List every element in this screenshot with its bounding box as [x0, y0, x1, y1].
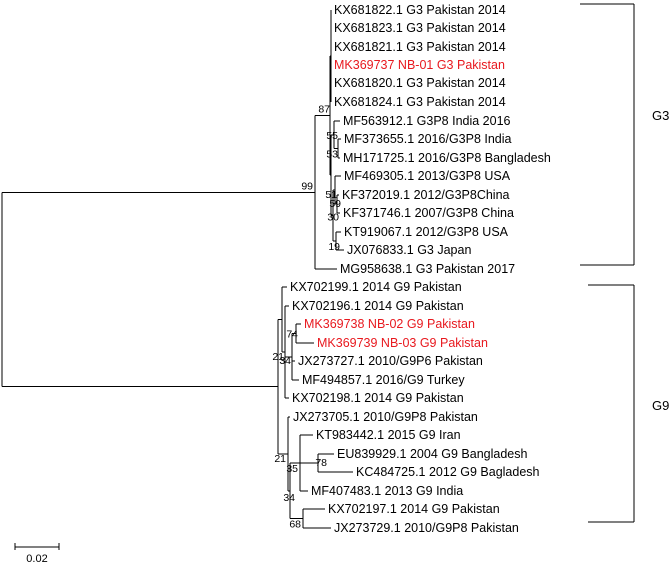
taxon-label: KX681821.1 G3 Pakistan 2014 [334, 40, 506, 54]
bootstrap-value: 34 [279, 355, 291, 367]
bootstrap-value: 99 [301, 180, 313, 192]
taxon-label: MF373655.1 2016/G3P8 India [344, 132, 512, 146]
taxon-label: KX681824.1 G3 Pakistan 2014 [334, 95, 506, 109]
taxon-label: KX681823.1 G3 Pakistan 2014 [334, 21, 506, 35]
taxon-label: KX702197.1 2014 G9 Pakistan [328, 502, 500, 516]
taxon-label: MK369739 NB-03 G9 Pakistan [317, 336, 488, 350]
scale-bar: 0.02 [14, 543, 60, 563]
bootstrap-value: 51 [325, 189, 337, 201]
bootstrap-value: 19 [328, 241, 340, 253]
scale-bar-label: 0.02 [26, 553, 47, 563]
taxon-label: MG958638.1 G3 Pakistan 2017 [340, 262, 515, 276]
taxon-label: MH171725.1 2016/G3P8 Bangladesh [343, 151, 551, 165]
bootstrap-value: 59 [329, 198, 341, 210]
taxon-label: KF372019.1 2012/G3P8China [342, 188, 510, 202]
taxon-label: KC484725.1 2012 G9 Bagladesh [356, 465, 540, 479]
bootstrap-value: 74 [286, 329, 298, 341]
taxon-label: MF563912.1 G3P8 India 2016 [343, 114, 511, 128]
bootstrap-value: 30 [327, 212, 339, 224]
bootstrap-value: 21 [272, 351, 284, 363]
taxon-label: MK369738 NB-02 G9 Pakistan [304, 317, 475, 331]
taxon-label: KX702199.1 2014 G9 Pakistan [290, 280, 462, 294]
tree-branches [1, 10, 353, 529]
clade-label: G9 [652, 398, 669, 413]
taxon-label: MF494857.1 2016/G9 Turkey [302, 373, 465, 387]
taxon-label: JX273705.1 2010/G9P8 Pakistan [293, 410, 478, 424]
taxon-label: MK369737 NB-01 G3 Pakistan [334, 58, 505, 72]
bootstrap-value: 68 [289, 519, 301, 531]
bootstrap-value: 78 [315, 457, 327, 469]
taxon-label: JX273727.1 2010/G9P6 Pakistan [298, 354, 483, 368]
taxon-label: MF469305.1 2013/G3P8 USA [344, 169, 511, 183]
taxon-labels: KX681822.1 G3 Pakistan 2014 KX681823.1 G3… [290, 3, 551, 535]
taxon-label: KX702198.1 2014 G9 Pakistan [292, 391, 464, 405]
taxon-label: KX702196.1 2014 G9 Pakistan [292, 299, 464, 313]
taxon-label: KX681820.1 G3 Pakistan 2014 [334, 76, 506, 90]
taxon-label: KF371746.1 2007/G3P8 China [343, 206, 514, 220]
bootstrap-value: 35 [286, 463, 298, 475]
taxon-label: KT983442.1 2015 G9 Iran [316, 428, 461, 442]
bootstrap-value: 55 [326, 130, 338, 142]
bootstrap-value: 87 [318, 104, 330, 116]
taxon-label: JX273729.1 2010/G9P8 Pakistan [334, 521, 519, 535]
bootstrap-value: 34 [283, 492, 295, 504]
taxon-label: MF407483.1 2013 G9 India [311, 484, 463, 498]
clade-label: G3 [652, 108, 669, 123]
bootstrap-value: 53 [326, 149, 338, 161]
taxon-label: EU839929.1 2004 G9 Bangladesh [337, 447, 527, 461]
taxon-label: KT919067.1 2012/G3P8 USA [344, 225, 509, 239]
taxon-label: KX681822.1 G3 Pakistan 2014 [334, 3, 506, 17]
clade-brackets: G3 G9 [580, 3, 669, 523]
taxon-label: JX076833.1 G3 Japan [347, 243, 471, 257]
bootstrap-value: 21 [274, 453, 286, 465]
